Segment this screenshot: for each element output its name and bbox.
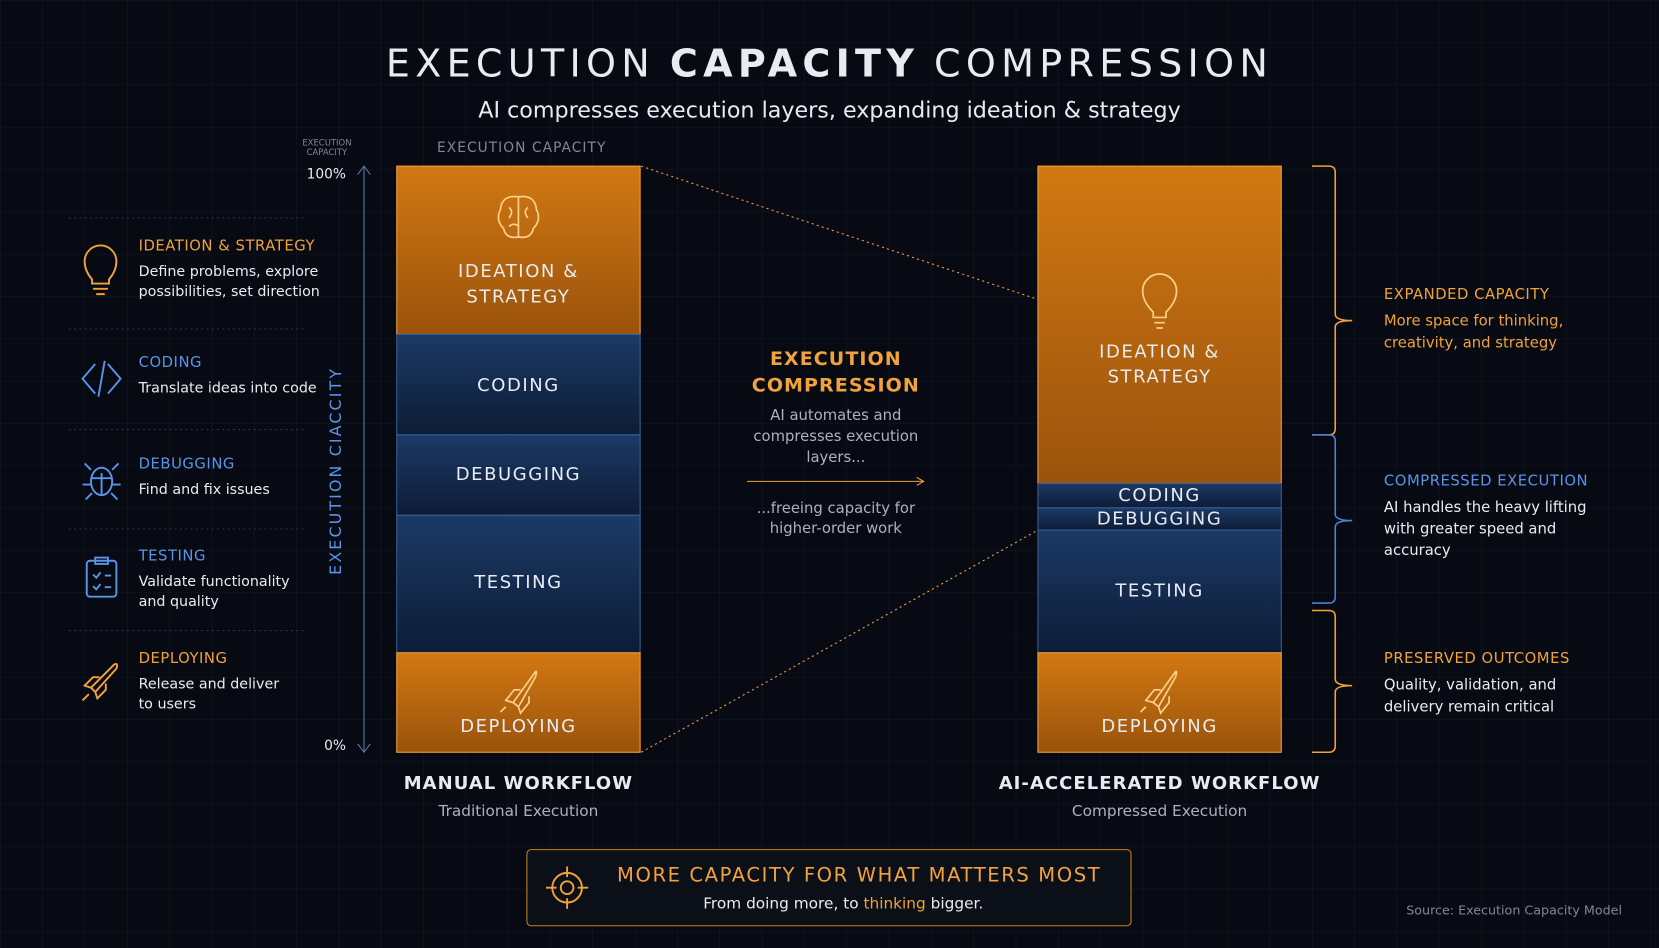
annotation-title: PRESERVED OUTCOMES bbox=[1384, 650, 1570, 667]
bar-icons bbox=[497, 195, 1178, 715]
legend-text: and quality bbox=[139, 594, 220, 610]
bar-segment bbox=[396, 434, 641, 516]
workflow-subtitle: Compressed Execution bbox=[1072, 802, 1247, 820]
legend-title: DEPLOYING bbox=[139, 650, 228, 667]
footer-box bbox=[526, 849, 1132, 927]
annotation-text: creativity, and strategy bbox=[1384, 334, 1557, 351]
legend-text: to users bbox=[139, 697, 196, 713]
segment-label: TESTING bbox=[473, 572, 563, 593]
middle-text: compresses execution bbox=[753, 428, 918, 445]
workflow-title: AI-ACCELERATED WORKFLOW bbox=[999, 773, 1321, 794]
annotation-text: More space for thinking, bbox=[1384, 313, 1563, 330]
bar-segment bbox=[1037, 652, 1282, 753]
segment-label: DEBUGGING bbox=[1097, 508, 1222, 529]
annotation-text: AI handles the heavy lifting bbox=[1384, 499, 1587, 516]
legend-text: Translate ideas into code bbox=[138, 380, 317, 396]
subtitle: AI compresses execution layers, expandin… bbox=[478, 98, 1180, 124]
middle-text: AI automates and bbox=[770, 407, 901, 424]
title: EXECUTION CAPACITY COMPRESSION bbox=[386, 41, 1273, 85]
bracket bbox=[1311, 165, 1353, 436]
footer-subtitle-part: From doing more, to bbox=[703, 894, 863, 912]
annotation-text: Quality, validation, and bbox=[1384, 677, 1556, 694]
axis-arrows bbox=[357, 165, 371, 754]
legend-text: Release and deliver bbox=[139, 677, 280, 693]
legend-icons bbox=[81, 244, 122, 702]
bracket bbox=[1311, 609, 1353, 754]
segment-label: IDEATION & bbox=[1099, 341, 1220, 362]
annotation-text: delivery remain critical bbox=[1384, 698, 1554, 715]
segment-label: STRATEGY bbox=[466, 286, 570, 307]
legend-text: possibilities, set direction bbox=[139, 284, 320, 300]
legend-text: Define problems, explore bbox=[139, 264, 319, 280]
bracket bbox=[1311, 434, 1353, 604]
middle-text: higher-order work bbox=[770, 520, 903, 537]
connector bbox=[641, 165, 1039, 300]
segment-label: IDEATION & bbox=[458, 261, 579, 282]
axis-max: 100% bbox=[307, 167, 346, 183]
middle-text: layers... bbox=[806, 449, 865, 466]
segment-label: CODING bbox=[477, 375, 560, 396]
segment-label: DEBUGGING bbox=[456, 464, 581, 485]
legend-text: Validate functionality bbox=[139, 574, 291, 590]
legend-title: DEBUGGING bbox=[139, 455, 235, 472]
annotation-text: with greater speed and bbox=[1384, 521, 1556, 538]
bar-segment bbox=[1037, 165, 1282, 485]
legend-title: TESTING bbox=[138, 548, 206, 565]
target-icon bbox=[545, 866, 589, 909]
bar-segment bbox=[396, 333, 641, 436]
annotation-text: accuracy bbox=[1384, 542, 1451, 559]
corner-label: EXECUTION bbox=[302, 137, 351, 147]
legend-text: Find and fix issues bbox=[139, 482, 270, 498]
axis-min: 0% bbox=[324, 738, 346, 754]
workflow-subtitle: Traditional Execution bbox=[437, 802, 598, 820]
title-part: EXECUTION bbox=[386, 41, 655, 85]
bar-segment bbox=[396, 165, 641, 335]
axis-vertical-label: EXECUTION CIACCITY bbox=[326, 367, 345, 575]
title-part: CAPACITY bbox=[670, 41, 919, 85]
source: Source: Execution Capacity Model bbox=[1406, 902, 1622, 917]
bar-segment bbox=[1037, 529, 1282, 654]
bar-segment bbox=[396, 652, 641, 753]
segment-label: STRATEGY bbox=[1108, 367, 1212, 388]
middle-heading: EXECUTION bbox=[770, 348, 902, 370]
segment-label: TESTING bbox=[1114, 580, 1203, 601]
footer-subtitle-part: thinking bbox=[863, 894, 925, 912]
corner-label: CAPACITY bbox=[307, 147, 348, 157]
segment-label: CODING bbox=[1118, 485, 1201, 506]
footer-subtitle: From doing more, to thinking bigger. bbox=[703, 894, 983, 912]
segment-label: DEPLOYING bbox=[460, 716, 576, 737]
workflow-title: MANUAL WORKFLOW bbox=[404, 773, 633, 794]
segment-label: DEPLOYING bbox=[1101, 716, 1217, 737]
bar-segment bbox=[1037, 482, 1282, 509]
footer-title: MORE CAPACITY FOR WHAT MATTERS MOST bbox=[617, 864, 1101, 887]
middle-heading: COMPRESSION bbox=[752, 375, 920, 397]
middle-text: ...freeing capacity for bbox=[757, 500, 916, 517]
title-part: COMPRESSION bbox=[934, 41, 1273, 85]
footer-subtitle-part: bigger. bbox=[926, 894, 984, 912]
legend-title: IDEATION & STRATEGY bbox=[139, 238, 316, 255]
connector bbox=[640, 529, 1039, 753]
axis-top-label: EXECUTION CAPACITY bbox=[437, 140, 606, 156]
annotation-title: COMPRESSED EXECUTION bbox=[1384, 472, 1588, 489]
annotation-title: EXPANDED CAPACITY bbox=[1384, 286, 1550, 303]
legend-title: CODING bbox=[139, 354, 202, 371]
